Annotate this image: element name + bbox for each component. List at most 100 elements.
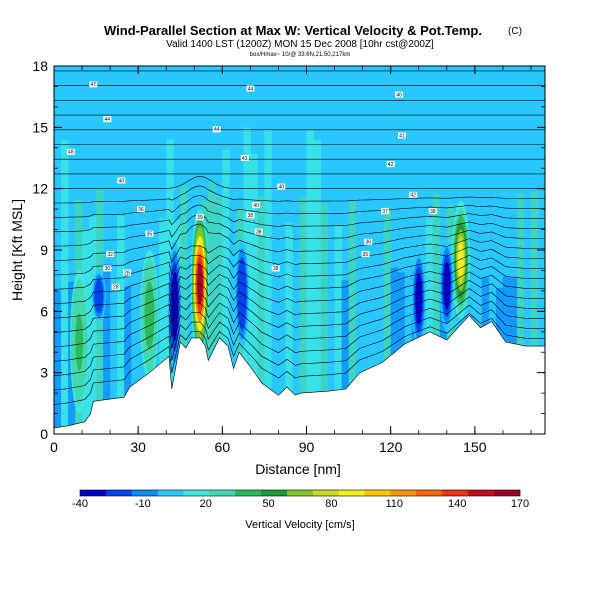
theta-contour: [54, 246, 545, 290]
svg-text:28: 28: [124, 270, 130, 276]
contour-label: 38: [246, 212, 255, 219]
velocity-band: [54, 290, 62, 434]
x-tick-label: 90: [299, 439, 315, 455]
x-axis-label: Distance [nm]: [255, 461, 341, 477]
downdraft-level: [95, 282, 103, 310]
velocity-band: [516, 193, 525, 434]
velocity-band: [271, 172, 279, 434]
title-mark: (C): [508, 26, 522, 37]
svg-text:37: 37: [382, 209, 388, 215]
velocity-cores: [70, 200, 471, 414]
velocity-band: [264, 129, 272, 434]
contour-label: 44: [246, 85, 255, 92]
velocity-band: [369, 160, 378, 434]
contour-label: 41: [397, 132, 406, 139]
contour-label: 37: [381, 208, 390, 215]
velocity-band: [285, 222, 293, 434]
contour-label: 30: [103, 265, 112, 272]
svg-text:35: 35: [147, 231, 153, 237]
theta-contour: [54, 204, 545, 233]
y-axis-label: Height [Kft MSL]: [9, 199, 25, 301]
velocity-band: [432, 193, 441, 434]
velocity-band: [530, 190, 539, 434]
svg-text:43: 43: [242, 156, 248, 162]
colorbar-segment: [494, 490, 521, 496]
colorbar-tick-label: 110: [386, 498, 404, 510]
velocity-band: [376, 244, 385, 434]
x-tick-label: 0: [50, 439, 58, 455]
y-tick-label: 12: [32, 181, 48, 197]
contour-label: 40: [252, 202, 261, 209]
contour-label: 36: [364, 238, 373, 246]
svg-text:40: 40: [278, 184, 284, 190]
theta-contour: [54, 279, 545, 348]
velocity-band: [117, 215, 125, 434]
y-tick-label: 18: [32, 58, 48, 74]
contour-label: 36: [136, 206, 145, 213]
colorbar-segment: [80, 490, 107, 496]
velocity-band: [404, 241, 413, 434]
velocity-band: [383, 206, 392, 434]
svg-text:44: 44: [248, 86, 254, 92]
y-tick-label: 3: [40, 365, 48, 381]
velocity-band: [222, 149, 230, 434]
colorbar-segment: [209, 490, 236, 496]
colorbar-tick-label: -40: [72, 498, 88, 510]
velocity-band: [278, 244, 286, 434]
colorbar-tick-label: 50: [262, 498, 274, 510]
velocity-band: [292, 258, 300, 434]
plot-area: 47 44 46 44 44 41 48 43 42 40 40 42 36 40 37 38 39 38 35 38…: [54, 66, 545, 434]
contour-label: 42: [409, 191, 418, 199]
velocity-band: [523, 166, 532, 434]
velocity-band: [488, 158, 497, 434]
contour-label: 28: [122, 269, 131, 276]
chart-subtitle-2: box/Hmax~ 10/@ 33.6N,21.50,217km: [250, 52, 351, 58]
svg-text:38: 38: [248, 213, 254, 219]
contour-label: 46: [395, 91, 404, 98]
velocity-band: [61, 140, 69, 434]
colorbar: [79, 489, 521, 497]
chart-subtitle: Valid 1400 LST (1200Z) MON 15 Dec 2008 […: [166, 39, 434, 50]
velocity-band: [306, 130, 315, 434]
colorbar-segment: [183, 490, 210, 496]
velocity-band: [341, 280, 350, 434]
contour-label: 28: [111, 283, 120, 291]
colorbar-segment: [312, 490, 340, 496]
contour-label: 47: [89, 81, 98, 88]
contour-label: 32: [106, 251, 115, 258]
velocity-band: [537, 181, 545, 434]
x-tick-label: 60: [215, 439, 231, 455]
x-tick-label: 150: [463, 439, 487, 455]
velocity-band: [180, 185, 188, 434]
svg-text:41: 41: [399, 133, 405, 139]
svg-text:47: 47: [90, 82, 96, 88]
contour-label: 48: [66, 148, 75, 156]
svg-text:35: 35: [363, 252, 369, 258]
colorbar-segment: [287, 490, 314, 496]
theta-contour: [54, 195, 545, 218]
velocity-band: [327, 252, 336, 434]
colorbar-segment: [442, 490, 469, 496]
downdraft-level: [171, 271, 179, 341]
velocity-core-level: [76, 321, 83, 363]
velocity-band: [299, 196, 308, 434]
velocity-band: [215, 195, 223, 434]
velocity-band: [103, 263, 111, 434]
colorbar-label: Vertical Velocity [cm/s]: [245, 519, 354, 531]
theta-contour: [54, 263, 545, 319]
velocity-band: [89, 216, 97, 434]
velocity-band: [159, 218, 167, 434]
colorbar-segment: [416, 490, 443, 496]
contour-label: 42: [386, 161, 395, 168]
colorbar-segment: [338, 490, 366, 496]
svg-text:44: 44: [214, 127, 220, 133]
colorbar-ticks: -40 -10 20 50 80 110 140 170: [72, 498, 529, 510]
velocity-band: [390, 267, 399, 434]
contour-label: 35: [145, 230, 154, 237]
contour-label: 43: [240, 155, 249, 162]
y-tick-label: 9: [40, 242, 48, 258]
svg-text:38: 38: [430, 209, 436, 215]
x-axis-ticks: 0 30 60 90 120 150: [50, 66, 532, 455]
terrain-mask: [54, 314, 545, 434]
